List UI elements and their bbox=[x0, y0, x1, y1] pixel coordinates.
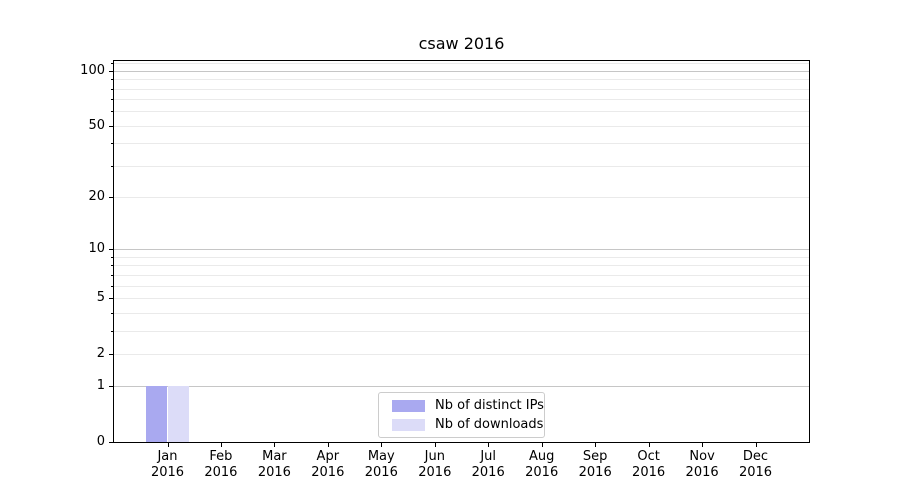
x-tick-mark bbox=[648, 443, 650, 447]
y-tick-label: 10 bbox=[88, 241, 105, 257]
gridline-minor bbox=[114, 312, 809, 314]
gridline-minor bbox=[114, 265, 809, 267]
x-tick-mark bbox=[595, 443, 597, 447]
y-tick-label: 2 bbox=[96, 345, 105, 361]
x-tick-mark bbox=[220, 443, 222, 447]
gridline-minor bbox=[114, 197, 809, 199]
y-tick-label: 5 bbox=[96, 289, 105, 305]
y-minor-tick-mark bbox=[111, 256, 113, 258]
x-tick-label: Feb 2016 bbox=[204, 449, 238, 480]
x-tick-mark bbox=[274, 443, 276, 447]
y-minor-tick-mark bbox=[111, 285, 113, 287]
gridline-minor bbox=[114, 79, 809, 81]
y-minor-tick-mark bbox=[111, 265, 113, 267]
y-minor-tick-mark bbox=[111, 274, 113, 276]
legend-label-distinct-ips: Nb of distinct IPs bbox=[435, 397, 544, 413]
y-minor-tick-mark bbox=[111, 330, 113, 332]
gridline-minor bbox=[114, 330, 809, 332]
legend-entry-downloads: Nb of downloads bbox=[386, 417, 543, 432]
x-tick-label: Sep 2016 bbox=[578, 449, 612, 480]
gridline-minor bbox=[114, 353, 809, 355]
y-tick-mark bbox=[109, 442, 113, 443]
y-minor-tick-mark bbox=[111, 79, 113, 81]
gridline-minor bbox=[114, 88, 809, 90]
legend-label-downloads: Nb of downloads bbox=[435, 416, 544, 432]
gridline-minor bbox=[114, 111, 809, 113]
y-minor-tick-mark bbox=[111, 312, 113, 314]
gridline-major bbox=[114, 249, 809, 251]
x-tick-label: Nov 2016 bbox=[685, 449, 719, 480]
gridline-major bbox=[114, 386, 809, 388]
x-tick-label: Apr 2016 bbox=[311, 449, 345, 480]
x-tick-label: Jun 2016 bbox=[418, 449, 452, 480]
y-minor-tick-mark bbox=[111, 143, 113, 145]
gridline-minor bbox=[114, 285, 809, 287]
x-tick-mark bbox=[755, 443, 757, 447]
x-tick-label: Jul 2016 bbox=[471, 449, 505, 480]
y-tick-mark bbox=[109, 353, 113, 355]
chart-title: csaw 2016 bbox=[418, 34, 505, 53]
y-tick-mark bbox=[109, 70, 113, 72]
gridline-minor bbox=[114, 143, 809, 145]
x-tick-label: Dec 2016 bbox=[738, 449, 773, 480]
legend-swatch-distinct-ips bbox=[392, 399, 425, 412]
gridline-minor bbox=[114, 165, 809, 167]
x-tick-label: Oct 2016 bbox=[632, 449, 666, 480]
y-minor-tick-mark bbox=[111, 63, 113, 65]
y-minor-tick-mark bbox=[111, 99, 113, 101]
bar-nb-of-downloads-0 bbox=[167, 386, 189, 442]
y-minor-tick-mark bbox=[111, 88, 113, 90]
y-tick-label: 50 bbox=[88, 117, 105, 133]
x-tick-mark bbox=[167, 443, 169, 447]
x-tick-mark bbox=[702, 443, 704, 447]
y-minor-tick-mark bbox=[111, 111, 113, 113]
x-tick-mark bbox=[434, 443, 436, 447]
y-tick-label: 100 bbox=[80, 62, 105, 78]
legend: Nb of distinct IPs Nb of downloads bbox=[378, 392, 545, 438]
x-tick-mark bbox=[488, 443, 490, 447]
y-tick-mark bbox=[109, 197, 113, 199]
legend-swatch-downloads bbox=[392, 418, 425, 431]
gridline-minor bbox=[114, 256, 809, 258]
y-minor-tick-mark bbox=[111, 165, 113, 167]
gridline-minor bbox=[114, 63, 809, 65]
legend-entry-distinct-ips: Nb of distinct IPs bbox=[386, 398, 544, 413]
gridline-minor bbox=[114, 297, 809, 299]
x-tick-mark bbox=[541, 443, 543, 447]
x-tick-label: May 2016 bbox=[364, 449, 398, 480]
gridline-minor bbox=[114, 125, 809, 127]
x-tick-mark bbox=[381, 443, 383, 447]
y-tick-label: 20 bbox=[88, 189, 105, 205]
bar-nb-of-distinct-ips-0 bbox=[146, 386, 168, 442]
x-tick-label: Mar 2016 bbox=[257, 449, 291, 480]
plot-area bbox=[113, 60, 810, 443]
x-tick-label: Aug 2016 bbox=[525, 449, 559, 480]
y-tick-mark bbox=[109, 125, 113, 127]
x-tick-mark bbox=[327, 443, 329, 447]
y-tick-label: 0 bbox=[96, 434, 105, 449]
gridline-minor bbox=[114, 274, 809, 276]
gridline-minor bbox=[114, 99, 809, 101]
gridline-major bbox=[114, 70, 809, 72]
y-tick-mark bbox=[109, 297, 113, 299]
y-tick-mark bbox=[109, 249, 113, 251]
y-tick-mark bbox=[109, 386, 113, 388]
y-tick-label: 1 bbox=[96, 378, 105, 394]
x-tick-label: Jan 2016 bbox=[150, 449, 185, 480]
